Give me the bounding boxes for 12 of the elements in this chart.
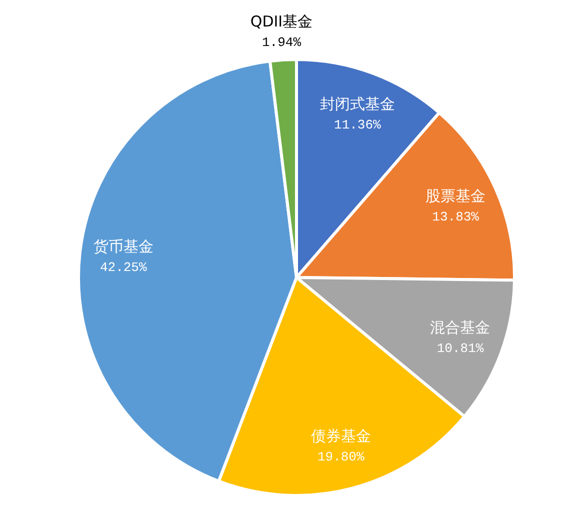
data-label: 1.94% (262, 35, 302, 50)
slice-label: 货币基金 (93, 237, 154, 256)
slice-label: 封闭式基金 (320, 95, 395, 114)
slice-label: 混合基金 (430, 318, 490, 337)
data-label: 13.83% (432, 210, 480, 224)
data-label: 42.25% (100, 260, 147, 275)
slice-label: QDII基金 (250, 12, 313, 31)
slice-label: 债券基金 (310, 427, 371, 446)
data-label: 10.81% (436, 341, 484, 356)
data-label: 11.36% (334, 118, 382, 133)
slice-label: 股票基金 (426, 187, 486, 205)
data-label: 19.80% (317, 450, 364, 465)
